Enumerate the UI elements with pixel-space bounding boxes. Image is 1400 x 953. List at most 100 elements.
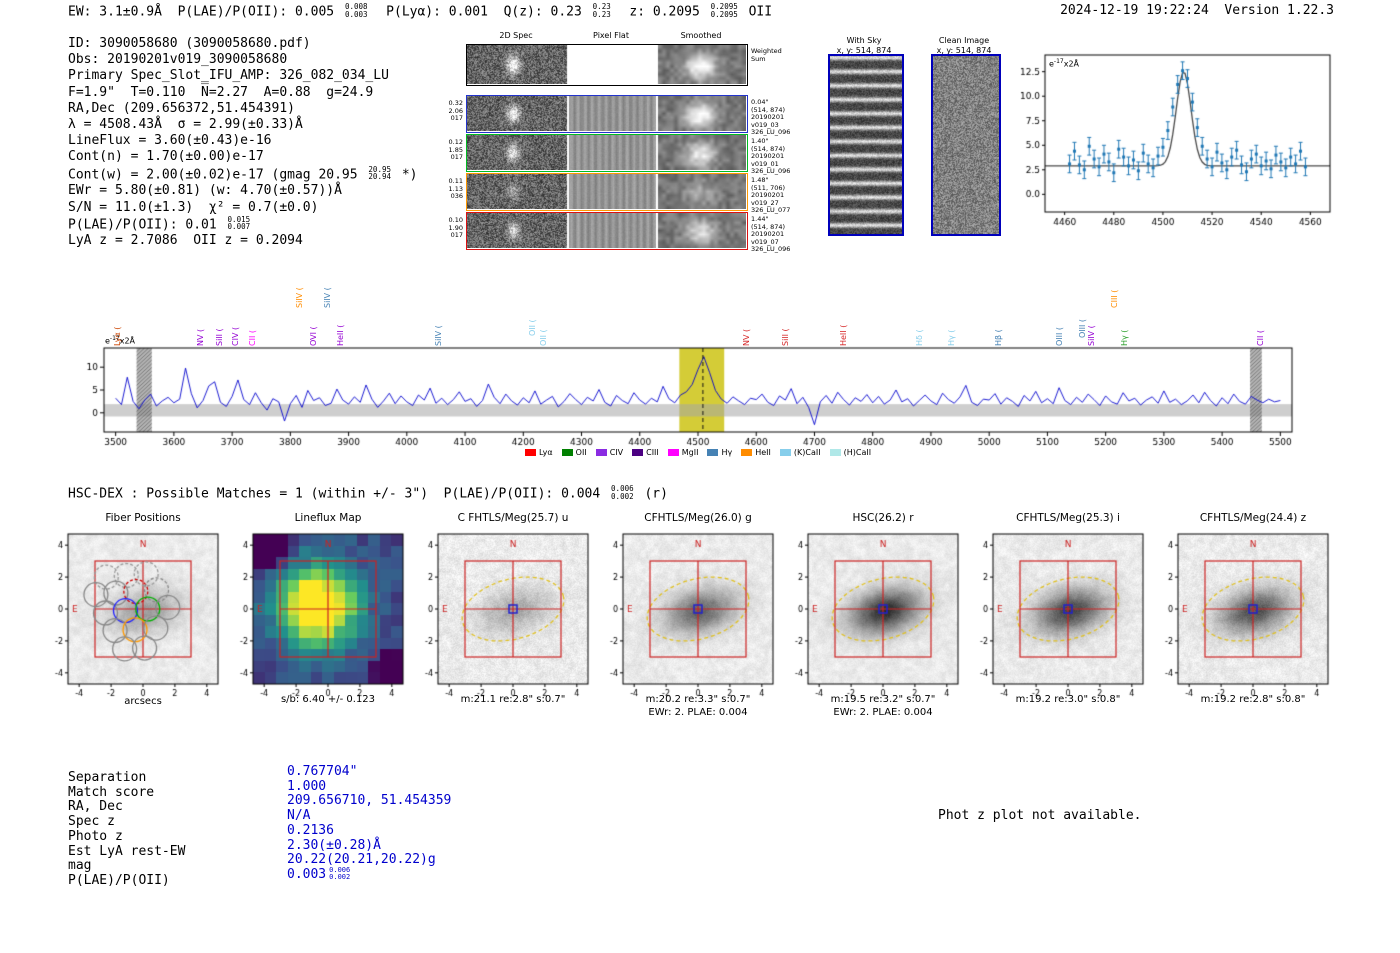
weight-value: 2.06 [448, 106, 463, 115]
info-segment: Cont(n) = 1.70(±0.00)e-17 [68, 149, 264, 165]
catalog-match-header: HSC-DEX : Possible Matches = 1 (within +… [68, 485, 668, 502]
spec2d-row-weights: 0.11 1.13 036 [443, 177, 463, 201]
spec2d-row [466, 173, 748, 211]
info-line: F=1.9" T=0.110 N̅=2.27 A=0.88 g=24.9 [68, 85, 417, 101]
legend-label: Lyα [538, 448, 553, 457]
weight-value: 017 [450, 153, 463, 161]
units-rest: x2Å [119, 336, 136, 346]
legend-label: CIII [646, 448, 659, 457]
info-segment: *) [394, 167, 418, 183]
spec2d-row [466, 44, 748, 86]
line-label-ciii: CIII ( [1109, 289, 1119, 308]
uncertainty-low: 0.002 [329, 872, 351, 881]
cutout-image [1146, 528, 1334, 702]
spec2d-row-label: 1.44" (514, 874) 20190201 v019_07 326_LU_096 [751, 215, 799, 254]
clean-title: Clean Image [938, 36, 990, 45]
info-segment: LyA z = 2.7086 OII z = 0.2094 [68, 233, 303, 249]
header-segment: OII [740, 4, 773, 20]
legend-item: Hγ [707, 448, 732, 457]
legend-swatch [707, 449, 719, 456]
header-segment: P(Lyα): 0.001 Q(z): 0.23 [370, 4, 590, 20]
uncertainty-high: 0.2095 [710, 2, 738, 11]
uncertainty-low: 0.002 [611, 491, 634, 501]
label-line: (514, 874) [751, 222, 786, 231]
spec2d-row [466, 95, 748, 133]
cutout-caption: m:19.2 re:2.8" s:0.8" [1200, 694, 1306, 705]
cutout-image [406, 528, 594, 702]
uncertainty-low: 20.94 [368, 172, 391, 182]
cutout-caption: s/b: 6.40 +/- 0.123 [280, 694, 376, 705]
spec2d-row-label: 0.04" (514, 874) 20190201 v019_03 326_LU_096 [751, 98, 799, 137]
units-exponent: -17 [1053, 58, 1064, 65]
match-row-value: 1.000 [287, 778, 327, 794]
label-line: 1.44" [751, 215, 769, 223]
cutout-image [776, 528, 964, 702]
withsky-image [828, 54, 904, 236]
info-line: LineFlux = 3.60(±0.43)e-16 [68, 133, 417, 149]
stacked-uncertainty: 20.95 20.94 [368, 166, 391, 181]
legend-item: OII [561, 448, 587, 457]
match-row-label: Photo z [68, 828, 123, 844]
line-label-siiv: SiIV ( [323, 287, 333, 308]
legend-label: (K)CaII [793, 448, 821, 457]
cutout-caption2: EWr: 2. PLAE: 0.004 [648, 707, 748, 718]
info-segment: F=1.9" T=0.110 N̅=2.27 A=0.88 g=24.9 [68, 84, 374, 100]
info-line: LyA z = 2.7086 OII z = 0.2094 [68, 233, 417, 249]
info-segment: Obs: 20190201v019_3090058680 [68, 52, 288, 68]
cutout-image [961, 528, 1149, 702]
info-line: λ = 4508.43Å σ = 2.99(±0.33)Å [68, 117, 417, 133]
weight-value: 1.13 [448, 184, 463, 193]
cutout-title: CFHTLS/Meg(26.0) g [644, 512, 752, 524]
weight-value: 0.32 [448, 99, 463, 107]
match-row-value: 20.22(20.21,20.22)g [287, 852, 436, 868]
info-line: Primary Spec_Slot_IFU_AMP: 326_082_034_L… [68, 68, 417, 84]
info-line: Cont(n) = 1.70(±0.00)e-17 [68, 149, 417, 165]
match-row-label: Est LyA rest-EW [68, 843, 186, 859]
cutout-caption: m:19.2 re:3.0" s:0.8" [1015, 694, 1121, 705]
label-line: 20190201 [751, 191, 785, 199]
weight-value: 017 [450, 231, 463, 239]
label-line: Weighted [751, 47, 782, 55]
units-rest: x2Å [1063, 59, 1080, 69]
cutout-caption: m:19.5 re:3.2" s:0.7" [830, 694, 936, 705]
info-segment: Primary Spec_Slot_IFU_AMP: 326_082_034_L… [68, 68, 389, 84]
legend-item: Lyα [524, 448, 553, 457]
stacked-uncertainty: 0.008 0.003 [345, 3, 368, 18]
timestamp-version: 2024-12-19 19:22:24 Version 1.22.3 [1060, 3, 1334, 18]
stacked-uncertainty: 0.015 0.007 [228, 216, 251, 231]
legend-item: CIII [632, 448, 659, 457]
label-line: (514, 874) [751, 105, 786, 114]
info-segment: EWr = 5.80(±0.81) (w: 4.70(±0.57))Å [68, 183, 342, 199]
cutout-xlabel: arcsecs [124, 696, 162, 707]
uncertainty-low: 0.003 [344, 9, 368, 19]
info-segment: ID: 3090058680 (3090058680.pdf) [68, 36, 311, 51]
label-line: v019_03 [751, 120, 779, 129]
weight-value: 1.85 [448, 145, 463, 154]
cutout-caption2: EWr: 2. PLAE: 0.004 [833, 707, 933, 718]
info-line: S/N = 11.0(±1.3) χ² = 0.7(±0.0) [68, 200, 417, 216]
legend-swatch [829, 449, 841, 456]
legend-item: (K)CaII [779, 448, 821, 457]
units-base: e [1049, 59, 1054, 69]
label-line: 326_LU_096 [751, 167, 791, 175]
match-row-value: 2.30(±0.28)Å [287, 837, 381, 853]
spec2d-col-title-smoothed: Smoothed [680, 31, 722, 40]
line-label-siiv: SiIV ( [295, 287, 305, 308]
header-segment: EW: 3.1±0.9Å P(LAE)/P(OII): 0.005 [68, 4, 342, 20]
spec2d-row-label: Weighted Sum [751, 47, 799, 63]
uncertainty-high: 20.95 [368, 164, 391, 174]
uncertainty-low: 0.23 [592, 9, 611, 19]
cutout-title: HSC(26.2) r [852, 512, 914, 524]
legend-label: HeII [755, 448, 771, 457]
legend-item: HeII [741, 448, 771, 457]
cutout-image [591, 528, 779, 702]
spec2d-row-image [467, 174, 746, 209]
match-row-label: RA, Dec [68, 799, 123, 815]
legend-swatch [632, 449, 644, 456]
stacked-uncertainty: 0.006 0.002 [611, 485, 634, 500]
weight-value: 0.10 [448, 216, 463, 224]
info-segment: LineFlux = 3.60(±0.43)e-16 [68, 133, 272, 149]
match-row-label: P(LAE)/P(OII) [68, 872, 170, 888]
label-line: v019_01 [751, 159, 779, 168]
